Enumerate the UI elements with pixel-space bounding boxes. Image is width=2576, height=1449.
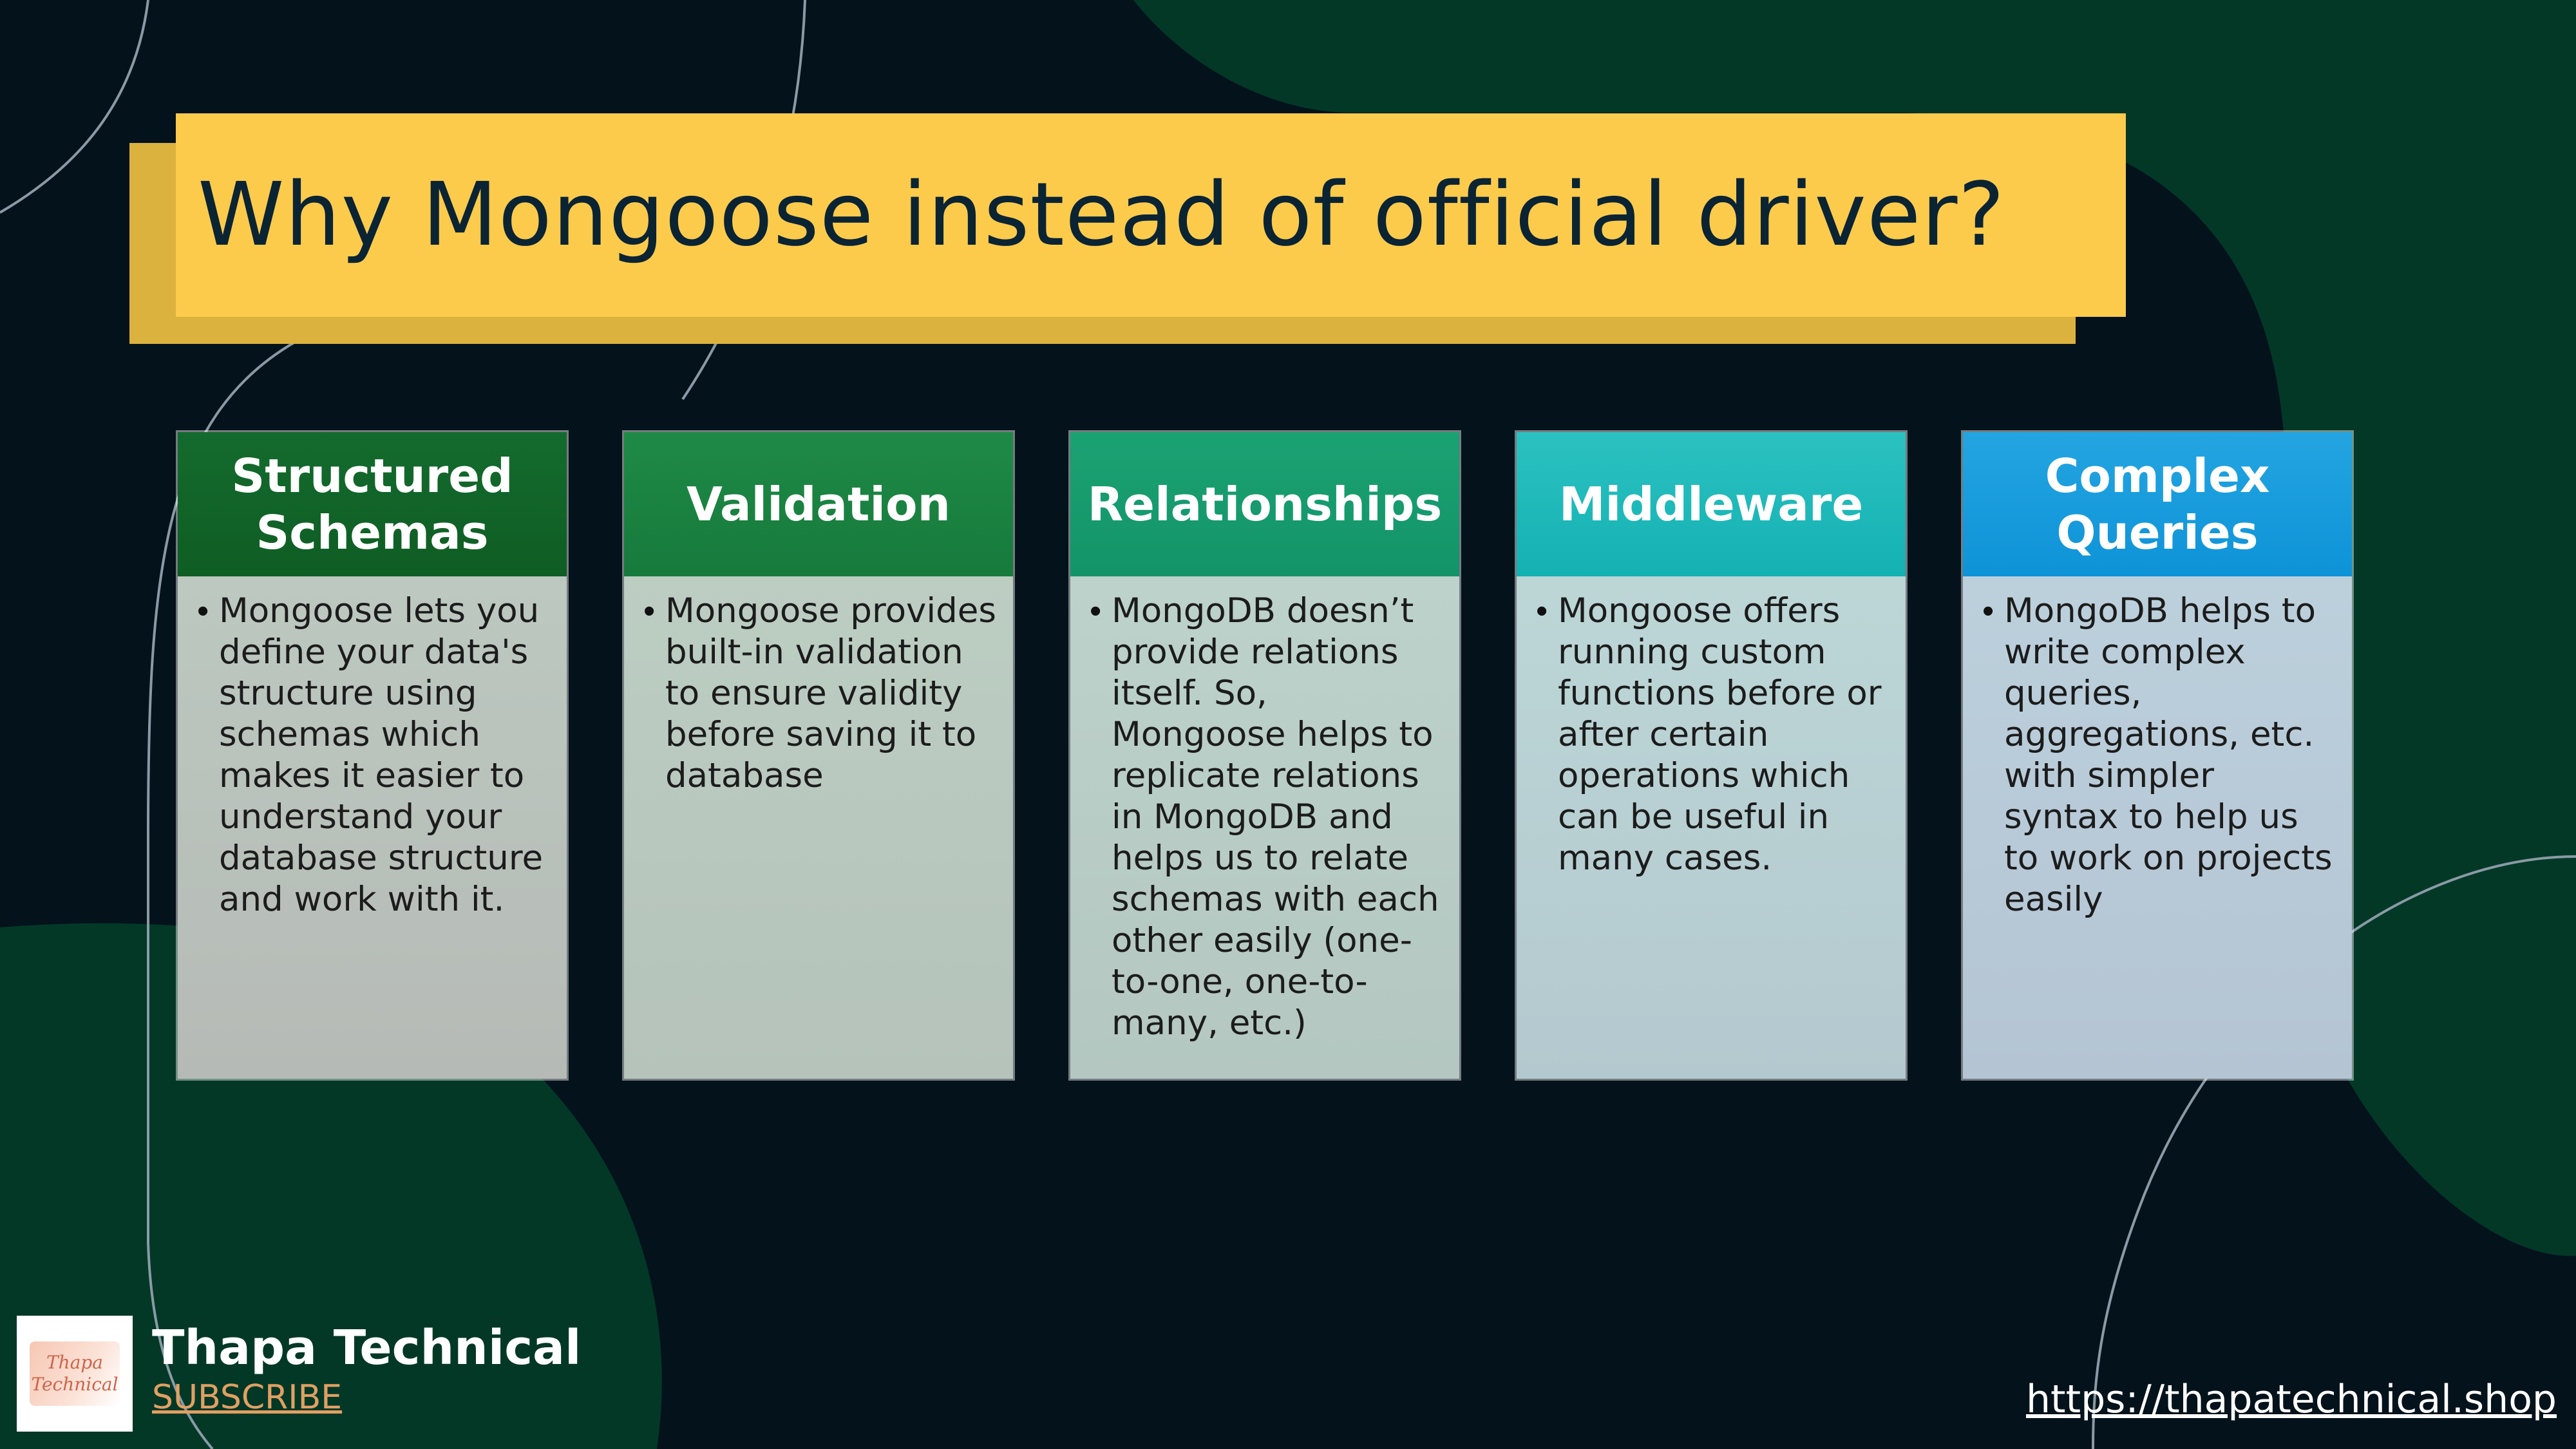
channel-logo[interactable]: Thapa Technical bbox=[17, 1316, 133, 1432]
bullet-icon: • bbox=[1536, 592, 1548, 630]
bullet-icon: • bbox=[643, 592, 656, 630]
card-text: MongoDB helps to write complex queries, … bbox=[2004, 591, 2333, 919]
card-heading: Middleware bbox=[1517, 432, 1906, 576]
website-link[interactable]: https://thapatechnical.shop bbox=[2026, 1377, 2557, 1422]
card-relationships: Relationships • MongoDB doesn’t provide … bbox=[1068, 430, 1461, 1081]
card-heading: Relationships bbox=[1070, 432, 1459, 576]
card-text: Mongoose lets you define your data's str… bbox=[219, 591, 544, 919]
card-middleware: Middleware • Mongoose offers running cus… bbox=[1515, 430, 1908, 1081]
logo-text-line1: Thapa bbox=[46, 1352, 104, 1373]
card-complex-queries: Complex Queries • MongoDB helps to write… bbox=[1961, 430, 2354, 1081]
card-text: MongoDB doesn’t provide relations itself… bbox=[1112, 591, 1439, 1043]
card-body: • Mongoose lets you define your data's s… bbox=[178, 576, 567, 1079]
card-body: • MongoDB doesn’t provide relations itse… bbox=[1070, 576, 1459, 1079]
card-text: Mongoose offers running custom functions… bbox=[1558, 591, 1882, 878]
card-validation: Validation • Mongoose provides built-in … bbox=[622, 430, 1015, 1081]
card-heading: Structured Schemas bbox=[178, 432, 567, 576]
card-body: • Mongoose provides built-in validation … bbox=[624, 576, 1013, 1079]
subscribe-link[interactable]: SUBSCRIBE bbox=[152, 1378, 343, 1417]
slide-title: Why Mongoose instead of official driver? bbox=[198, 164, 2005, 266]
card-heading: Validation bbox=[624, 432, 1013, 576]
top-left-arc bbox=[0, 0, 149, 214]
logo-badge: Thapa Technical bbox=[30, 1341, 120, 1406]
bottom-right-arc bbox=[2092, 855, 2576, 1449]
card-heading: Complex Queries bbox=[1963, 432, 2352, 576]
card-body: • MongoDB helps to write complex queries… bbox=[1963, 576, 2352, 1079]
bullet-icon: • bbox=[1090, 592, 1102, 630]
bullet-icon: • bbox=[197, 592, 209, 630]
title-bar: Why Mongoose instead of official driver? bbox=[176, 113, 2126, 317]
left-tall-arc bbox=[147, 340, 297, 1449]
logo-text-line2: Technical bbox=[31, 1374, 118, 1395]
card-structured-schemas: Structured Schemas • Mongoose lets you d… bbox=[176, 430, 569, 1081]
card-text: Mongoose provides built-in validation to… bbox=[665, 591, 996, 795]
bullet-icon: • bbox=[1982, 592, 1994, 630]
channel-name: Thapa Technical bbox=[152, 1320, 582, 1376]
card-body: • Mongoose offers running custom functio… bbox=[1517, 576, 1906, 1079]
